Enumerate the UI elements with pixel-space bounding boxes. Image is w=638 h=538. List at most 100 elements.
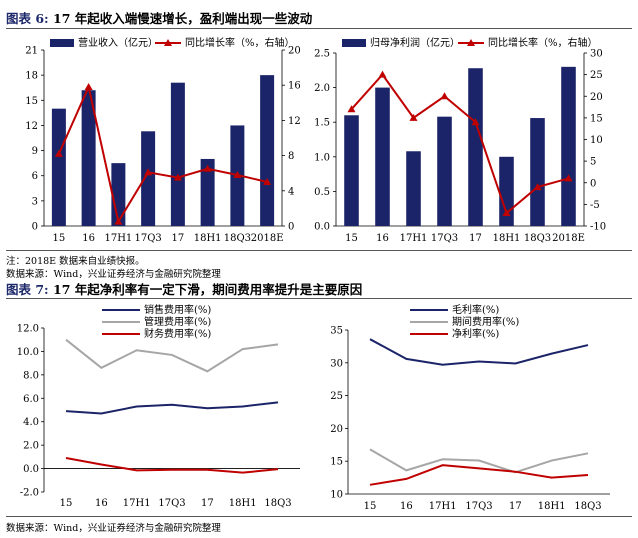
netprofit-bar: [375, 87, 390, 226]
netprofit-right-tick-label: 0: [590, 178, 596, 189]
margin-x-tick-label: 18Q3: [574, 501, 601, 512]
revenue-right-tick-label: 4: [288, 186, 294, 197]
netprofit-growth-marker: [471, 118, 480, 126]
netprofit-legend-line-marker: [467, 39, 475, 46]
revenue-x-tick-label: 18H1: [194, 233, 222, 244]
revenue-growth-marker: [233, 170, 242, 178]
netprofit-x-tick-label: 18H1: [493, 233, 521, 244]
revenue-bar: [51, 108, 66, 226]
netprofit-left-tick-label: 1.5: [314, 118, 330, 129]
netprofit-growth-marker: [440, 92, 449, 100]
figure7-title: 图表 7: 17 年起净利率有一定下滑，期间费用率提升是主要原因: [6, 279, 362, 298]
revenue-left-tick-label: 9: [32, 146, 38, 157]
revenue-bar: [200, 158, 215, 226]
netprofit-x-tick-label: 16: [376, 233, 389, 244]
expense-y-tick-label: 10.0: [17, 347, 39, 358]
margin-legend-label: 期间费用率(%): [452, 315, 519, 328]
revenue-x-tick-label: 17H1: [104, 233, 132, 244]
figure7-bottom-divider: [6, 516, 632, 517]
netprofit-right-tick-label: 30: [590, 49, 603, 60]
netprofit-right-tick-label: 20: [590, 92, 603, 103]
margin-series-line: [369, 448, 589, 474]
revenue-bar: [111, 163, 126, 226]
revenue-legend-bar-swatch: [50, 39, 74, 47]
netprofit-x-tick-label: 17: [469, 233, 482, 244]
netprofit-right-tick-label: 5: [590, 157, 596, 168]
expense-legend-label: 管理费用率(%): [144, 315, 211, 328]
revenue-left-tick-label: 15: [25, 96, 38, 107]
netprofit-bar: [406, 151, 421, 226]
netprofit-growth-line: [350, 73, 569, 215]
expense-x-tick-label: 17Q3: [158, 498, 185, 509]
netprofit-growth-marker: [502, 209, 511, 217]
netprofit-right-tick-label: -10: [590, 222, 606, 233]
revenue-x-tick-label: 2018E: [251, 233, 284, 244]
netprofit-growth-marker: [564, 174, 573, 182]
netprofit-bar: [530, 118, 545, 226]
netprofit-x-tick-label: 15: [345, 233, 358, 244]
revenue-x-tick-label: 16: [82, 233, 95, 244]
expense-legend-label: 财务费用率(%): [144, 327, 211, 340]
margin-y-tick-label: 10: [330, 490, 343, 501]
netprofit-left-tick-label: 2.5: [314, 49, 330, 60]
margin-series-line: [369, 464, 589, 486]
netprofit-bar: [437, 116, 452, 226]
revenue-right-tick-label: 0: [288, 222, 294, 233]
revenue-left-tick-label: 6: [32, 171, 38, 182]
netprofit-right-tick-label: 25: [590, 70, 603, 81]
figure7-title-text: 17 年起净利率有一定下滑，期间费用率提升是主要原因: [53, 282, 363, 297]
expense-x-tick-label: 16: [95, 498, 108, 509]
expense-y-tick-label: 6.0: [23, 394, 39, 405]
netprofit-right-tick-label: 15: [590, 113, 603, 124]
netprofit-growth-marker: [533, 183, 542, 191]
netprofit-x-tick-label: 2018E: [552, 233, 585, 244]
netprofit-left-tick-label: 0.0: [314, 222, 330, 233]
margin-x-tick-label: 17H1: [429, 501, 457, 512]
expense-x-tick-label: 15: [60, 498, 73, 509]
margin-x-tick-label: 16: [400, 501, 413, 512]
expense-series-line: [65, 338, 279, 373]
figure6-source: 数据来源：Wind，兴业证券经济与金融研究院整理: [6, 269, 221, 280]
figure7-label: 图表 7:: [6, 282, 49, 297]
revenue-right-tick-label: 12: [288, 116, 301, 127]
expense-x-tick-label: 18H1: [229, 498, 257, 509]
margin-x-tick-label: 15: [364, 501, 377, 512]
margin-y-tick-label: 30: [330, 358, 343, 369]
revenue-legend-line-marker: [164, 39, 172, 46]
revenue-right-tick-label: 20: [288, 46, 301, 57]
figure6-divider: [6, 28, 632, 29]
figure6-title-text: 17 年起收入端慢速增长，盈利端出现一些波动: [53, 11, 313, 26]
netprofit-x-tick-label: 18Q3: [524, 233, 551, 244]
revenue-x-tick-label: 15: [53, 233, 66, 244]
revenue-bar: [81, 90, 96, 226]
revenue-growth-marker: [54, 149, 63, 157]
expense-y-tick-label: 12.0: [17, 324, 39, 335]
netprofit-x-tick-label: 17Q3: [431, 233, 458, 244]
expense-legend-label: 销售费用率(%): [144, 303, 211, 316]
revenue-bar: [260, 75, 275, 227]
netprofit-bar: [344, 115, 359, 226]
netprofit-growth-marker: [347, 105, 356, 113]
margin-legend-label: 毛利率(%): [452, 303, 499, 316]
netprofit-bar: [468, 68, 483, 226]
netprofit-legend-line-label: 同比增长率（%，右轴）: [488, 36, 598, 49]
netprofit-x-tick-label: 17H1: [400, 233, 428, 244]
revenue-right-tick-label: 8: [288, 151, 294, 162]
revenue-left-tick-label: 12: [25, 121, 38, 132]
revenue-growth-marker: [144, 168, 153, 176]
netprofit-left-tick-label: 2.0: [314, 83, 330, 94]
revenue-legend-bar-label: 营业收入（亿元）: [78, 36, 158, 49]
revenue-left-tick-label: 0: [32, 222, 38, 233]
revenue-bar: [170, 82, 185, 226]
revenue-growth-marker: [203, 164, 212, 172]
figure6-title: 图表 6: 17 年起收入端慢速增长，盈利端出现一些波动: [6, 8, 312, 27]
figure6-label: 图表 6:: [6, 11, 49, 26]
margin-x-tick-label: 18H1: [538, 501, 566, 512]
margin-y-tick-label: 20: [330, 424, 343, 435]
revenue-x-tick-label: 17Q3: [134, 233, 161, 244]
margin-legend-label: 净利率(%): [452, 327, 499, 340]
netprofit-left-tick-label: 0.5: [314, 187, 330, 198]
figure7-divider: [6, 298, 632, 299]
netprofit-left-tick-label: 1.0: [314, 152, 330, 163]
netprofit-growth-marker: [378, 70, 387, 78]
